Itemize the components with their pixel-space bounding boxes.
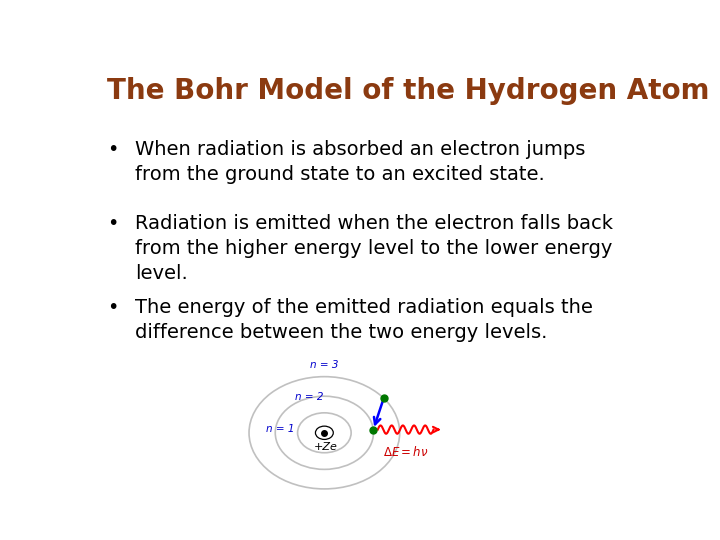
Text: The Bohr Model of the Hydrogen Atom: The Bohr Model of the Hydrogen Atom [107,77,709,105]
Text: When radiation is absorbed an electron jumps
from the ground state to an excited: When radiation is absorbed an electron j… [135,140,585,184]
Text: The energy of the emitted radiation equals the
difference between the two energy: The energy of the emitted radiation equa… [135,298,593,342]
Text: $\Delta E = h\nu$: $\Delta E = h\nu$ [383,446,429,460]
Text: •: • [107,214,118,233]
Text: •: • [107,298,118,316]
Text: Radiation is emitted when the electron falls back
from the higher energy level t: Radiation is emitted when the electron f… [135,214,613,284]
Text: +Ze: +Ze [314,442,338,452]
Text: •: • [107,140,118,159]
Text: n = 1: n = 1 [266,423,294,434]
Text: n = 3: n = 3 [310,360,338,370]
Text: n = 2: n = 2 [295,392,324,402]
